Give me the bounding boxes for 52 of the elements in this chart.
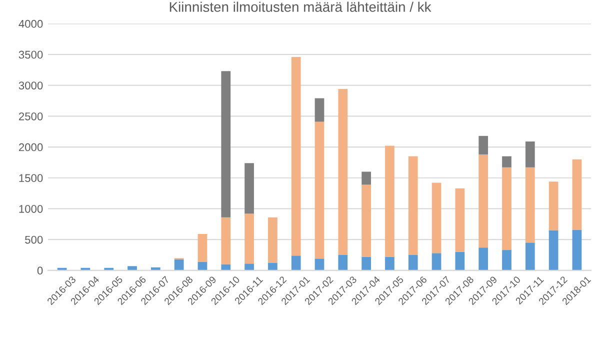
bar: [362, 172, 371, 185]
bar: [362, 184, 371, 257]
bar: [502, 250, 512, 270]
bar: [502, 156, 512, 168]
bar: [268, 217, 278, 263]
bar: [244, 163, 254, 214]
bar: [221, 217, 231, 264]
bar: [502, 167, 512, 250]
bar: [478, 136, 488, 154]
bar: [408, 254, 418, 270]
bar: [385, 146, 394, 257]
bar: [525, 141, 535, 168]
bar: [432, 182, 442, 254]
bar: [268, 263, 278, 270]
bar: [291, 56, 301, 256]
bar: [432, 253, 442, 270]
bar: [314, 122, 324, 259]
bar: [572, 159, 582, 230]
bar: [314, 258, 324, 270]
bar: [525, 167, 535, 243]
y-tick-label: 1000: [19, 204, 43, 213]
bar: [478, 248, 488, 270]
bar: [338, 89, 348, 255]
bar: [385, 256, 394, 270]
bar: [314, 98, 324, 122]
y-tick-label: 500: [25, 236, 43, 244]
bar: [362, 256, 371, 270]
bar: [244, 264, 254, 270]
y-tick-label: 0: [37, 266, 43, 275]
bar: [478, 154, 488, 248]
bar: [525, 242, 535, 270]
bar: [455, 188, 465, 252]
bar: [244, 214, 254, 264]
bar: [408, 156, 418, 255]
y-tick-label: 2000: [18, 143, 43, 152]
bar: [128, 266, 137, 270]
y-tick-label: 1500: [19, 174, 43, 182]
bar: [221, 71, 231, 218]
y-tick-label: 3000: [18, 82, 43, 90]
chart-title: Kiinnisten ilmoitusten määrä lähteittäin / kk: [170, 2, 432, 12]
bar: [198, 234, 208, 262]
bar: [548, 230, 558, 270]
bar: [548, 182, 558, 230]
bar: [572, 230, 582, 270]
bar: [338, 254, 348, 270]
bar: [291, 256, 301, 270]
y-tick-label: 2500: [18, 112, 43, 120]
y-tick-label: 4000: [18, 20, 43, 28]
y-tick-label: 3500: [18, 50, 43, 59]
bar: [455, 252, 465, 270]
bar: [174, 259, 184, 270]
bar: [221, 264, 231, 270]
